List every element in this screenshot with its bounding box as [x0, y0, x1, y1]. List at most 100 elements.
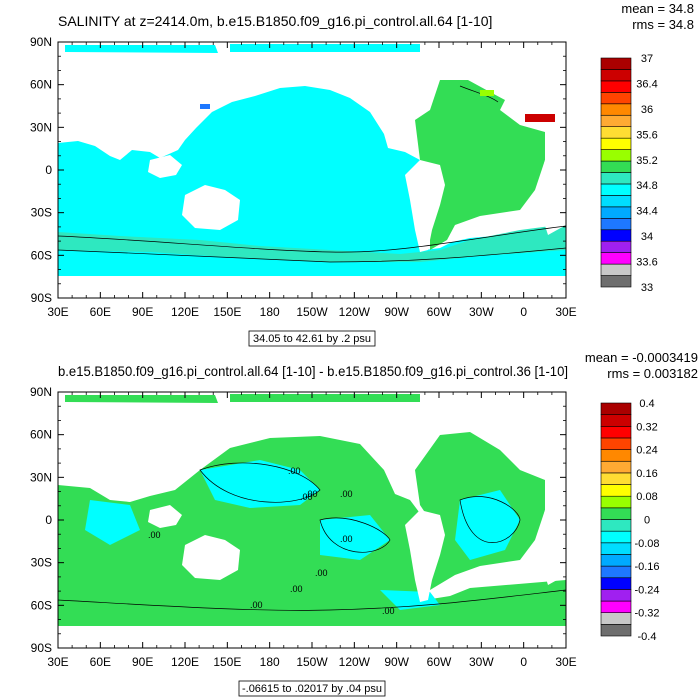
panel-2-title: b.e15.B1850.f09_g16.pi_control.all.64 [1…	[58, 363, 568, 379]
x-tick-label: 30E	[555, 655, 576, 669]
x-tick-label: 60E	[90, 305, 111, 319]
colorbar-label: 36.4	[636, 78, 657, 90]
colorbar-label: 33	[641, 282, 653, 294]
panel-1-title: SALINITY at z=2414.0m, b.e15.B1850.f09_g…	[58, 13, 492, 29]
panel-2-neg-region-3	[455, 490, 520, 560]
colorbar-swatch	[600, 80, 632, 93]
panel-2-contour-label-8: .00	[382, 606, 395, 616]
colorbar-swatch	[600, 402, 632, 415]
y-tick-label: 30S	[31, 206, 52, 220]
panel-2-difference: b.e15.B1850.f09_g16.pi_control.all.64 [1…	[30, 350, 698, 697]
panel-2-info-box	[238, 680, 386, 697]
panel-2-arctic-east	[230, 394, 420, 402]
y-tick-label: 90N	[30, 35, 52, 49]
y-tick-label: 60N	[30, 78, 52, 92]
panel-2-contour-label-1: .00	[288, 466, 301, 476]
panel-2-x-axis: 30E 60E 90E 120E 150E 180 150W 120W 90W 60W 30W 0 30…	[47, 392, 577, 669]
panel-1-arctic	[65, 45, 218, 53]
colorbar-swatch	[600, 472, 632, 485]
panel-2-info-label: -.06615 to .02017 by .04 psu	[242, 683, 382, 695]
colorbar-label: 35.2	[636, 155, 657, 167]
colorbar-label: 0.32	[636, 421, 657, 433]
panel-1-contour-2	[58, 247, 566, 263]
panel-1-red-patch	[525, 114, 555, 122]
panel-2-contour-2	[58, 589, 566, 611]
panel-2-australia	[182, 535, 240, 580]
colorbar-swatch	[600, 554, 632, 567]
colorbar-label: 34.4	[636, 206, 657, 218]
colorbar-swatch	[600, 160, 632, 173]
panel-1-indonesia	[148, 155, 182, 178]
panel-2-contour-4	[459, 496, 521, 543]
colorbar-label: 0.4	[639, 398, 654, 410]
y-tick-label: 90S	[31, 641, 52, 655]
x-tick-label: 30E	[47, 655, 68, 669]
y-tick-label: 0	[45, 163, 52, 177]
x-tick-label: 150E	[213, 305, 241, 319]
panel-1-y-axis: 90N 60N 30N 0 30S 60S 90S	[30, 35, 566, 305]
colorbar-swatch	[600, 57, 632, 70]
x-tick-label: 0	[520, 655, 527, 669]
x-tick-label: 30E	[555, 305, 576, 319]
colorbar-label: 0.16	[636, 468, 657, 480]
x-tick-label: 30W	[469, 655, 494, 669]
y-tick-label: 60N	[30, 428, 52, 442]
colorbar-label: -0.4	[638, 631, 657, 643]
x-tick-label: 30W	[469, 305, 494, 319]
x-tick-label: 150E	[213, 655, 241, 669]
panel-2-rms: rms = 0.003182	[607, 366, 698, 381]
panel-1-south-america	[405, 160, 445, 252]
panel-2-ocean	[58, 436, 566, 626]
panel-1-blue-patch	[200, 104, 210, 109]
panel-2-mean: mean = -0.0003419	[585, 350, 698, 365]
x-tick-label: 90E	[132, 655, 153, 669]
panel-2-contour-3	[319, 517, 391, 553]
colorbar-swatch	[600, 149, 632, 162]
panel-1-colorbar: 33 33.6 34 34.4 34.8 35.2 35.6 36 36.4 37	[600, 53, 658, 294]
colorbar-swatch	[600, 114, 632, 127]
x-tick-label: 180	[260, 305, 280, 319]
panel-2-africa	[538, 505, 566, 585]
colorbar-swatch	[600, 612, 632, 625]
panel-1-arctic-east	[230, 44, 420, 52]
panel-1-indo-pacific	[58, 86, 566, 276]
colorbar-label: 0	[644, 515, 650, 527]
x-tick-label: 150W	[296, 655, 328, 669]
colorbar-swatch	[600, 103, 632, 116]
x-tick-label: 90W	[384, 655, 409, 669]
colorbar-label: 36	[641, 104, 653, 116]
y-tick-label: 90S	[31, 291, 52, 305]
y-tick-label: 60S	[31, 248, 52, 262]
colorbar-swatch	[600, 519, 632, 532]
x-tick-label: 30E	[47, 305, 68, 319]
panel-2-contour-label-9: .00	[305, 489, 318, 499]
x-tick-label: 90W	[384, 305, 409, 319]
colorbar-swatch	[600, 206, 632, 219]
panel-1-africa	[538, 155, 566, 235]
colorbar-swatch	[600, 172, 632, 185]
panel-2-neg-region-1	[200, 460, 320, 508]
x-tick-label: 120E	[171, 305, 199, 319]
colorbar-swatch	[600, 600, 632, 613]
panel-2-contour-label-7: .00	[250, 600, 263, 610]
panel-1-mean: mean = 34.8	[621, 1, 694, 16]
panel-2-map	[58, 392, 566, 648]
colorbar-label: 35.6	[636, 129, 657, 141]
colorbar-swatch	[600, 69, 632, 82]
panel-2-arctic	[65, 395, 218, 403]
colorbar-swatch	[600, 460, 632, 474]
x-tick-label: 120W	[339, 655, 371, 669]
x-tick-label: 120W	[339, 305, 371, 319]
x-tick-label: 60W	[427, 305, 452, 319]
panel-1-australia	[182, 185, 240, 230]
colorbar-swatch	[600, 218, 632, 231]
colorbar-swatch	[600, 126, 632, 139]
panel-2-contour-label-2: .00	[300, 492, 313, 502]
x-tick-label: 90E	[132, 305, 153, 319]
colorbar-label: 34.8	[636, 180, 657, 192]
colorbar-swatch	[600, 484, 632, 497]
colorbar-swatch	[600, 92, 632, 105]
panel-1-atlantic	[415, 80, 545, 250]
panel-2-contour-label-3: .00	[340, 534, 353, 544]
y-tick-label: 30N	[30, 470, 52, 484]
